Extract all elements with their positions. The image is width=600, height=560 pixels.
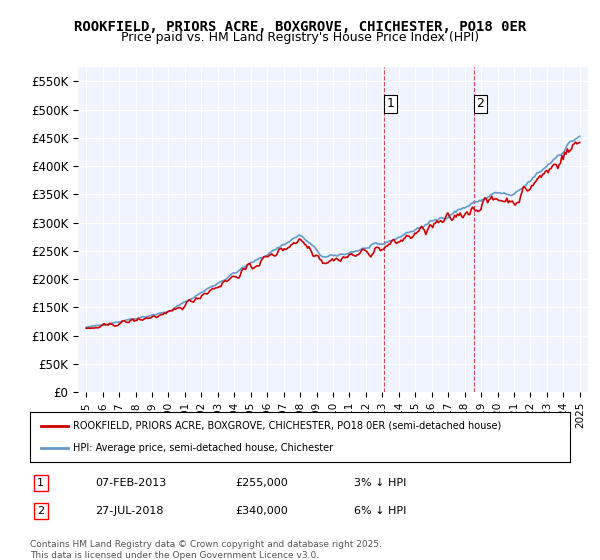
Text: Contains HM Land Registry data © Crown copyright and database right 2025.
This d: Contains HM Land Registry data © Crown c…	[30, 540, 382, 560]
Text: Price paid vs. HM Land Registry's House Price Index (HPI): Price paid vs. HM Land Registry's House …	[121, 31, 479, 44]
Text: 07-FEB-2013: 07-FEB-2013	[95, 478, 166, 488]
Text: 3% ↓ HPI: 3% ↓ HPI	[354, 478, 406, 488]
Text: 1: 1	[37, 478, 44, 488]
Text: 2: 2	[476, 97, 484, 110]
Text: £340,000: £340,000	[235, 506, 288, 516]
Bar	[384, 67, 474, 392]
Text: 2: 2	[37, 506, 44, 516]
Text: HPI: Average price, semi-detached house, Chichester: HPI: Average price, semi-detached house,…	[73, 443, 334, 453]
Text: £255,000: £255,000	[235, 478, 288, 488]
Text: ROOKFIELD, PRIORS ACRE, BOXGROVE, CHICHESTER, PO18 0ER: ROOKFIELD, PRIORS ACRE, BOXGROVE, CHICHE…	[74, 20, 526, 34]
Text: 1: 1	[386, 97, 394, 110]
Text: 6% ↓ HPI: 6% ↓ HPI	[354, 506, 406, 516]
Text: 27-JUL-2018: 27-JUL-2018	[95, 506, 163, 516]
Text: ROOKFIELD, PRIORS ACRE, BOXGROVE, CHICHESTER, PO18 0ER (semi-detached house): ROOKFIELD, PRIORS ACRE, BOXGROVE, CHICHE…	[73, 421, 502, 431]
